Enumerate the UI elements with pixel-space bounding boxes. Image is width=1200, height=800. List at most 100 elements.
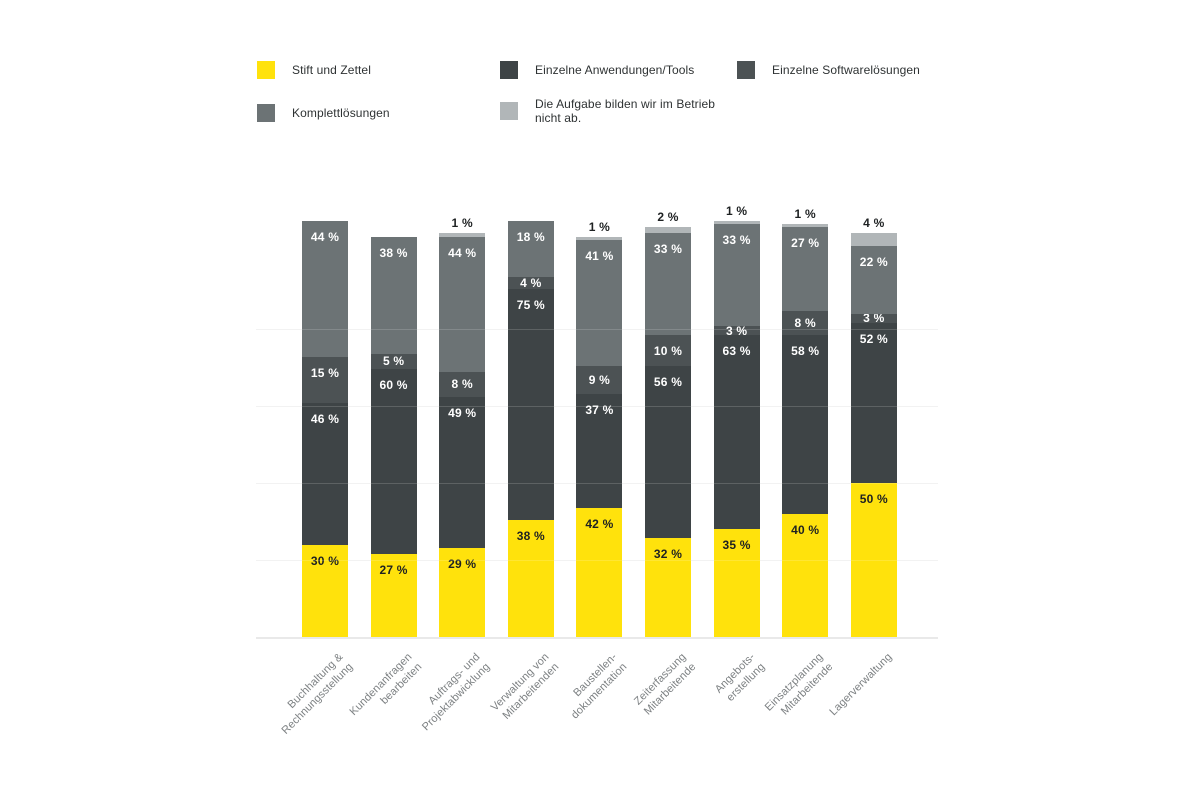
segment-value-label: 38 %: [516, 528, 545, 543]
segment-value-label: 58 %: [791, 344, 820, 359]
above-bar-value-label: 1 %: [451, 216, 473, 231]
legend-label-line: Komplettlösungen: [292, 106, 390, 120]
legend-item: Stift und Zettel: [257, 61, 371, 79]
legend-label-line: Stift und Zettel: [292, 63, 371, 77]
bar: 38 % 75 % 4 % 18 %: [507, 221, 554, 637]
legend-swatch-icon: [737, 61, 755, 79]
bar-segment: 38 %: [370, 236, 417, 354]
bar-segment: 10 %: [645, 335, 691, 366]
legend-swatch-icon: [257, 61, 275, 79]
gridline-overlay: [256, 482, 938, 484]
segment-value-label: 15 %: [310, 365, 340, 380]
segment-value-label: 41 %: [585, 248, 614, 263]
bar-segment: 75 %: [507, 288, 554, 520]
bar: 30 % 46 % 15 % 44 %: [302, 221, 348, 637]
above-bar-value-label: 2 %: [657, 210, 679, 225]
bar: 35 % 63 % 3 % 33 %: [713, 221, 760, 637]
above-bar-value-label: 1 %: [794, 207, 816, 222]
bar-segment: 5 %: [370, 353, 417, 369]
legend-label: Stift und Zettel: [292, 63, 371, 77]
segment-value-label: 46 %: [310, 411, 340, 426]
segment-value-label: 10 %: [653, 344, 683, 359]
bar-segment: [782, 224, 829, 228]
bar-segment: 52 %: [850, 322, 897, 483]
gridline-overlay: [256, 560, 938, 561]
bar-segment: 35 %: [713, 529, 760, 637]
bar-segment: 38 %: [507, 519, 554, 637]
bar-segment: 50 %: [850, 482, 897, 637]
segment-value-label: 44 %: [448, 245, 477, 260]
segment-value-label: 30 %: [310, 553, 340, 568]
bar-segment: 8 %: [782, 310, 829, 336]
bar-segment: 63 %: [713, 335, 760, 530]
bar-segment: 33 %: [645, 233, 691, 336]
segment-value-label: 42 %: [585, 516, 614, 531]
bar: 50 % 52 % 3 % 22 %: [850, 233, 897, 637]
legend-label: Einzelne Softwarelösungen: [772, 63, 920, 77]
bar-segment: 3 %: [713, 323, 760, 338]
legend-item: Einzelne Softwarelösungen: [737, 61, 920, 79]
above-bar-value-label: 1 %: [725, 204, 748, 219]
bar-segment: 58 %: [782, 335, 829, 514]
bar-segment: 56 %: [645, 365, 691, 539]
segment-value-label: 38 %: [379, 245, 408, 260]
bar-segment: 27 %: [782, 227, 829, 311]
segment-value-label: 18 %: [516, 230, 545, 245]
bar: 42 % 37 % 9 % 41 %: [576, 236, 623, 637]
bar-segment: 18 %: [507, 221, 554, 277]
bar-segment: [439, 233, 486, 237]
segment-value-label: 22 %: [859, 254, 888, 269]
segment-value-label: 5 %: [382, 354, 405, 369]
bar-segment: 3 %: [850, 311, 897, 326]
bar: 40 % 58 % 8 % 27 %: [782, 224, 829, 637]
bar-segment: 29 %: [439, 547, 486, 637]
segment-value-label: 8 %: [794, 315, 816, 330]
bar-segment: 33 %: [713, 224, 760, 326]
segment-value-label: 63 %: [722, 344, 751, 359]
segment-value-label: 75 %: [516, 297, 545, 312]
bar-segment: [713, 221, 760, 225]
above-bar-value-label: 4 %: [863, 216, 885, 231]
bar-segment: 49 %: [439, 396, 486, 548]
segment-value-label: 32 %: [653, 547, 683, 562]
segment-value-label: 9 %: [588, 372, 611, 387]
legend-label: Komplettlösungen: [292, 106, 390, 120]
x-axis-label-line: Lagerverwaltung: [827, 651, 895, 719]
legend-label-line: nicht ab.: [535, 111, 582, 125]
bar-segment: [576, 236, 623, 240]
bar-segment: 60 %: [370, 368, 417, 554]
bar-segment: 8 %: [439, 372, 486, 397]
segment-value-label: 33 %: [653, 242, 683, 257]
segment-value-label: 37 %: [585, 402, 614, 417]
bar-segment: 37 %: [576, 393, 623, 508]
bar-segment: [645, 227, 691, 234]
segment-value-label: 3 %: [725, 323, 748, 338]
legend-label: Einzelne Anwendungen/Tools: [535, 63, 694, 77]
segment-value-label: 56 %: [653, 374, 683, 389]
segment-value-label: 4 %: [520, 275, 542, 290]
segment-value-label: 49 %: [448, 405, 477, 420]
gridline-overlay: [256, 328, 938, 330]
legend-label-line: Einzelne Softwarelösungen: [772, 63, 920, 77]
bar-segment: [850, 233, 897, 246]
segment-value-label: 40 %: [791, 522, 820, 537]
bar-segment: 40 %: [782, 513, 829, 637]
segment-value-label: 3 %: [863, 311, 885, 326]
bar-segment: 41 %: [576, 239, 623, 366]
bar-segment: 22 %: [850, 245, 897, 314]
segment-value-label: 60 %: [379, 377, 408, 392]
legend-item: Die Aufgabe bilden wir im Betrieb nicht a…: [500, 97, 715, 125]
bar-segment: 46 %: [302, 402, 348, 545]
above-bar-value-label: 1 %: [588, 219, 611, 234]
bar-segment: 9 %: [576, 365, 623, 394]
bar-segment: 44 %: [302, 221, 348, 357]
legend-swatch-icon: [500, 102, 518, 120]
bar-segment: 15 %: [302, 356, 348, 403]
bar-segment: 4 %: [507, 275, 554, 290]
legend-item: Komplettlösungen: [257, 104, 390, 122]
bar-segment: 30 %: [302, 544, 348, 637]
segment-value-label: 50 %: [859, 491, 888, 506]
axis-baseline: [256, 637, 938, 639]
legend-swatch-icon: [257, 104, 275, 122]
